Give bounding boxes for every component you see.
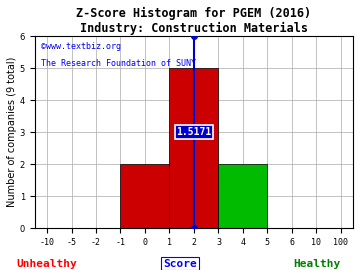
Bar [219,164,267,228]
Text: ©www.textbiz.org: ©www.textbiz.org [41,42,121,51]
Bar [170,68,219,228]
Text: Score: Score [163,259,197,269]
Title: Z-Score Histogram for PGEM (2016)
Industry: Construction Materials: Z-Score Histogram for PGEM (2016) Indust… [76,7,311,35]
Text: The Research Foundation of SUNY: The Research Foundation of SUNY [41,59,196,68]
Text: Healthy: Healthy [293,259,341,269]
Y-axis label: Number of companies (9 total): Number of companies (9 total) [7,57,17,207]
Bar [121,164,170,228]
Text: 1.5171: 1.5171 [176,127,212,137]
Text: Unhealthy: Unhealthy [17,259,77,269]
